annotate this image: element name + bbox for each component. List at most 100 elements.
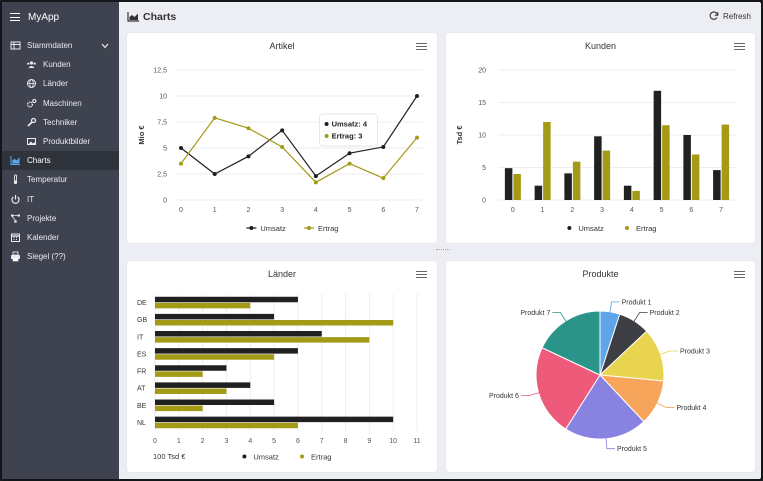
pie-label-leader (658, 350, 679, 356)
bar-umsatz (594, 136, 602, 200)
data-point-ertrag (347, 161, 352, 166)
bar-umsatz (155, 296, 298, 303)
x-tick-label: 1 (177, 438, 181, 445)
data-point-umsatz (381, 144, 386, 149)
bar-ertrag (155, 388, 227, 394)
resize-handle[interactable] (433, 249, 453, 251)
chevron-down-icon (101, 42, 109, 51)
sidebar-item-it[interactable]: IT (2, 190, 119, 209)
print-icon (10, 251, 21, 262)
x-tick-label: 8 (344, 438, 348, 445)
legend-item-ertrag: Ertrag (625, 224, 656, 233)
data-point-ertrag (415, 135, 419, 140)
sidebar-item-temperatur[interactable]: Temperatur (2, 170, 119, 189)
table-icon (10, 40, 21, 51)
x-tick-label: 7 (320, 438, 324, 445)
y-tick-label: 7,5 (157, 120, 167, 127)
sidebar-item-maschinen[interactable]: Maschinen (2, 94, 119, 113)
sidebar-item-siegel[interactable]: Siegel (??) (2, 247, 119, 266)
x-tick-label: 6 (381, 207, 385, 214)
legend-label: Umsatz (253, 452, 279, 461)
chart-title-laender: Länder (267, 269, 297, 279)
bar-umsatz (653, 90, 662, 200)
data-point-umsatz (280, 128, 285, 133)
tooltip-box (319, 113, 378, 147)
x-tick-label: 2 (201, 438, 205, 445)
bar-ertrag (721, 124, 730, 200)
hbar-chart-laender: 0 1 2 3 4 5 6 7 8 9 10 11 DE GB IT ES FR AT BE NL 100 Tsd € U… (137, 294, 421, 461)
pie-chart-produkte: Produkt 1 Produkt 2 Produkt 3 Produkt 4 Prod… (489, 299, 710, 453)
bar-umsatz (155, 382, 251, 388)
chart-menu-button-laender[interactable] (416, 271, 427, 278)
bar-ertrag (155, 371, 203, 377)
bar-ertrag (155, 337, 370, 343)
cogs-icon (26, 98, 37, 109)
legend-item-umsatz: Umsatz (246, 224, 286, 233)
sidebar-item-label: Produktbilder (43, 137, 91, 147)
chart-menu-button-kunden[interactable] (734, 43, 745, 50)
bar-ertrag (155, 354, 275, 360)
sidebar-item-techniker[interactable]: Techniker (2, 113, 119, 132)
pie-slice-label: Produkt 4 (676, 405, 706, 412)
sidebar-item-charts[interactable]: Charts (2, 151, 119, 171)
bar-umsatz (155, 365, 227, 371)
bar-umsatz (155, 399, 275, 406)
sidebar-item-label: Stammdaten (27, 41, 73, 51)
legend-dot (249, 226, 254, 230)
x-tick-label: 1 (541, 207, 545, 214)
y-tick-label: IT (137, 334, 144, 341)
sidebar-item-produktbilder[interactable]: Produktbilder (2, 132, 119, 151)
legend-item-umsatz: Umsatz (242, 452, 279, 461)
chart-area-icon (10, 155, 21, 166)
x-tick-label: 1 (213, 207, 217, 214)
x-tick-label: 0 (179, 207, 183, 214)
sidebar-nav: Stammdaten Kunden Länder Maschinen Techniker… (2, 36, 119, 266)
pie-label-leader (609, 301, 620, 314)
legend-item-ertrag: Ertrag (304, 224, 338, 233)
tooltip-dot (324, 134, 329, 138)
sidebar-item-stammdaten[interactable]: Stammdaten (2, 36, 119, 55)
bar-umsatz (155, 331, 322, 337)
y-tick-label: FR (137, 369, 146, 376)
legend-label: Umsatz (260, 224, 286, 233)
x-tick-label: 7 (415, 207, 419, 214)
sidebar-item-kunden[interactable]: Kunden (2, 55, 119, 74)
y-axis-label: Tsd € (455, 125, 464, 145)
sidebar-item-projekte[interactable]: Projekte (2, 209, 119, 228)
sidebar-item-label: Techniker (43, 117, 78, 127)
header: Charts Refresh (119, 2, 761, 32)
chart-card-laender: Länder 0 1 2 3 4 5 6 7 8 9 10 11 DE GB IT ES FR AT BE NL 100… (127, 261, 437, 472)
calendar-icon (10, 232, 21, 243)
sidebar-item-länder[interactable]: Länder (2, 74, 119, 93)
legend-dot (567, 226, 572, 230)
sidebar-item-kalender[interactable]: Kalender (2, 228, 119, 247)
sidebar-item-label: Länder (43, 79, 68, 89)
data-point-umsatz (212, 172, 217, 176)
series-line-ertrag (180, 117, 418, 184)
sidebar-item-label: Charts (27, 156, 51, 166)
y-tick-label: NL (137, 420, 146, 427)
data-point-ertrag (381, 176, 386, 181)
series-line-umsatz (180, 95, 418, 177)
x-tick-label: 0 (153, 438, 157, 445)
x-tick-label: 5 (272, 438, 276, 445)
menu-icon[interactable] (10, 13, 20, 21)
chart-menu-button-produkte[interactable] (734, 271, 745, 278)
chart-menu-button-artikel[interactable] (416, 43, 427, 50)
pie-slice-label: Produkt 7 (520, 310, 550, 317)
chart-card-kunden: Kunden 0 5 10 15 20 Tsd € 0 1 2 3 4 5 6 7 Umsatz Ertrag (446, 33, 755, 243)
x-tick-label: 4 (630, 207, 634, 214)
refresh-button[interactable]: Refresh (709, 11, 751, 21)
x-tick-label: 9 (367, 438, 371, 445)
legend-label: Umsatz (578, 224, 604, 233)
bar-umsatz (713, 170, 721, 200)
y-tick-label: 0 (482, 198, 486, 205)
data-point-ertrag (212, 115, 217, 120)
legend-dot (300, 454, 304, 459)
globe-icon (26, 78, 37, 89)
y-axis-label: Mio € (137, 125, 146, 145)
x-tick-label: 6 (296, 438, 300, 445)
data-point-umsatz (246, 154, 251, 159)
bar-umsatz (155, 348, 298, 354)
